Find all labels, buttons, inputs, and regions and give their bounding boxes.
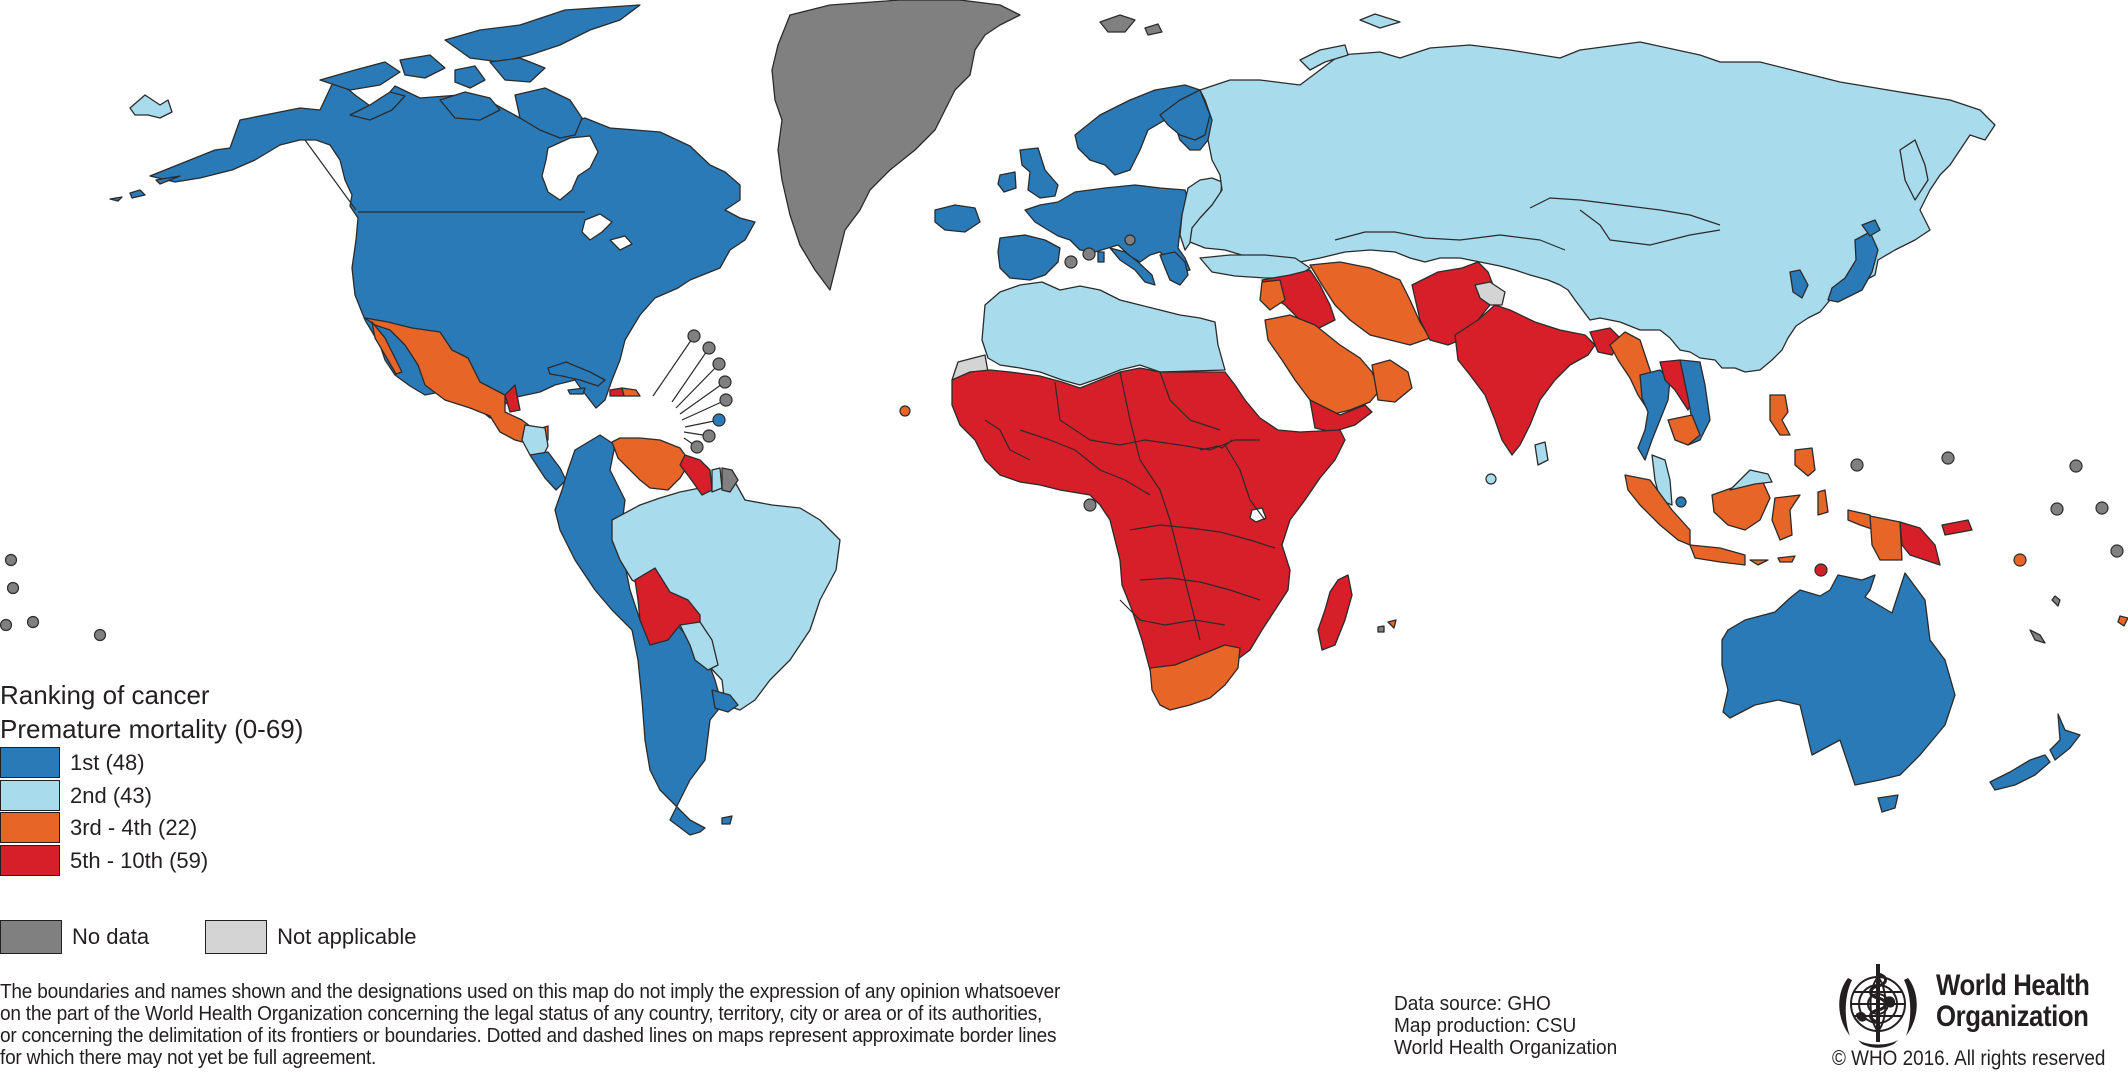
legend-swatch-3rd-4th [0,812,60,844]
legend-label: 1st (48) [70,750,145,776]
legend-swatch-no-data [0,920,62,954]
vietnam [1679,359,1711,446]
legend-item-3rd-4th: 3rd - 4th (22) [0,812,208,845]
thailand [1637,369,1671,461]
region-south-america [554,434,841,836]
legend-swatch-2nd [0,779,60,811]
legend-title: Ranking of cancer Premature mortality (0… [0,678,303,746]
map-production: Map production: CSU [1394,1014,1577,1037]
cambodia [1667,414,1701,446]
legend-title-line1: Ranking of cancer [0,680,210,710]
legend-label: 3rd - 4th (22) [70,815,198,841]
caribbean-callouts [652,329,733,454]
legend-item-5th-10th: 5th - 10th (59) [0,844,209,878]
credit-organization: World Health Organization [1394,1036,1618,1059]
legend-swatch-1st [0,747,60,779]
who-name-line2: Organization [1936,1000,2089,1033]
japan [1827,231,1879,303]
new-zealand [1989,713,2081,791]
legend-swatch-not-applicable [205,920,268,954]
madagascar [1317,574,1353,651]
greenland [771,0,1021,291]
copyright: © WHO 2016. All rights reserved [1832,1047,2106,1070]
legend-item-2nd: 2nd (43) [0,779,208,813]
disclaimer-line: or concerning the delimitation of its fr… [0,1024,1057,1047]
papua-new-guinea [1899,521,1941,566]
legend-item-not-applicable: Not applicable [205,920,417,954]
who-name: World Health Organization [1936,969,2090,1033]
legend-item-no-data: No data [0,920,149,954]
disclaimer: The boundaries and names shown and the d… [0,981,1246,1069]
legend-title-line2: Premature mortality (0-69) [0,714,304,744]
legend-label: 5th - 10th (59) [70,847,209,873]
legend-item-1st: 1st (48) [0,747,208,780]
usa-canada [149,77,756,419]
region-north-america [109,4,756,419]
disclaimer-line: The boundaries and names shown and the d… [0,980,1061,1003]
legend: 1st (48) 2nd (43) 3rd - 4th (22) 5th - 1… [0,747,208,877]
data-source: Data source: GHO [1394,992,1551,1015]
legend-label: 2nd (43) [70,782,152,808]
aux-legend: No data Not applicable [0,920,473,954]
philippines [1769,394,1791,436]
cuba [547,361,606,387]
legend-label: No data [72,924,150,949]
disclaimer-line: on the part of the World Health Organiza… [0,1002,1043,1025]
disclaimer-line: for which there may not yet be full agre… [0,1046,377,1069]
region-europe [997,84,1223,286]
mexico [364,317,549,445]
legend-label: Not applicable [277,924,417,949]
australia [1721,572,1956,786]
region-africa [951,281,1397,711]
who-logo: World Health Organization © WHO 2016. Al… [1828,958,2128,1075]
who-emblem-icon [1839,964,1917,1048]
legend-swatch-5th-10th [0,844,60,876]
credits: Data source: GHO Map production: CSU Wor… [1394,993,1617,1059]
who-name-line1: World Health [1936,969,2090,1002]
